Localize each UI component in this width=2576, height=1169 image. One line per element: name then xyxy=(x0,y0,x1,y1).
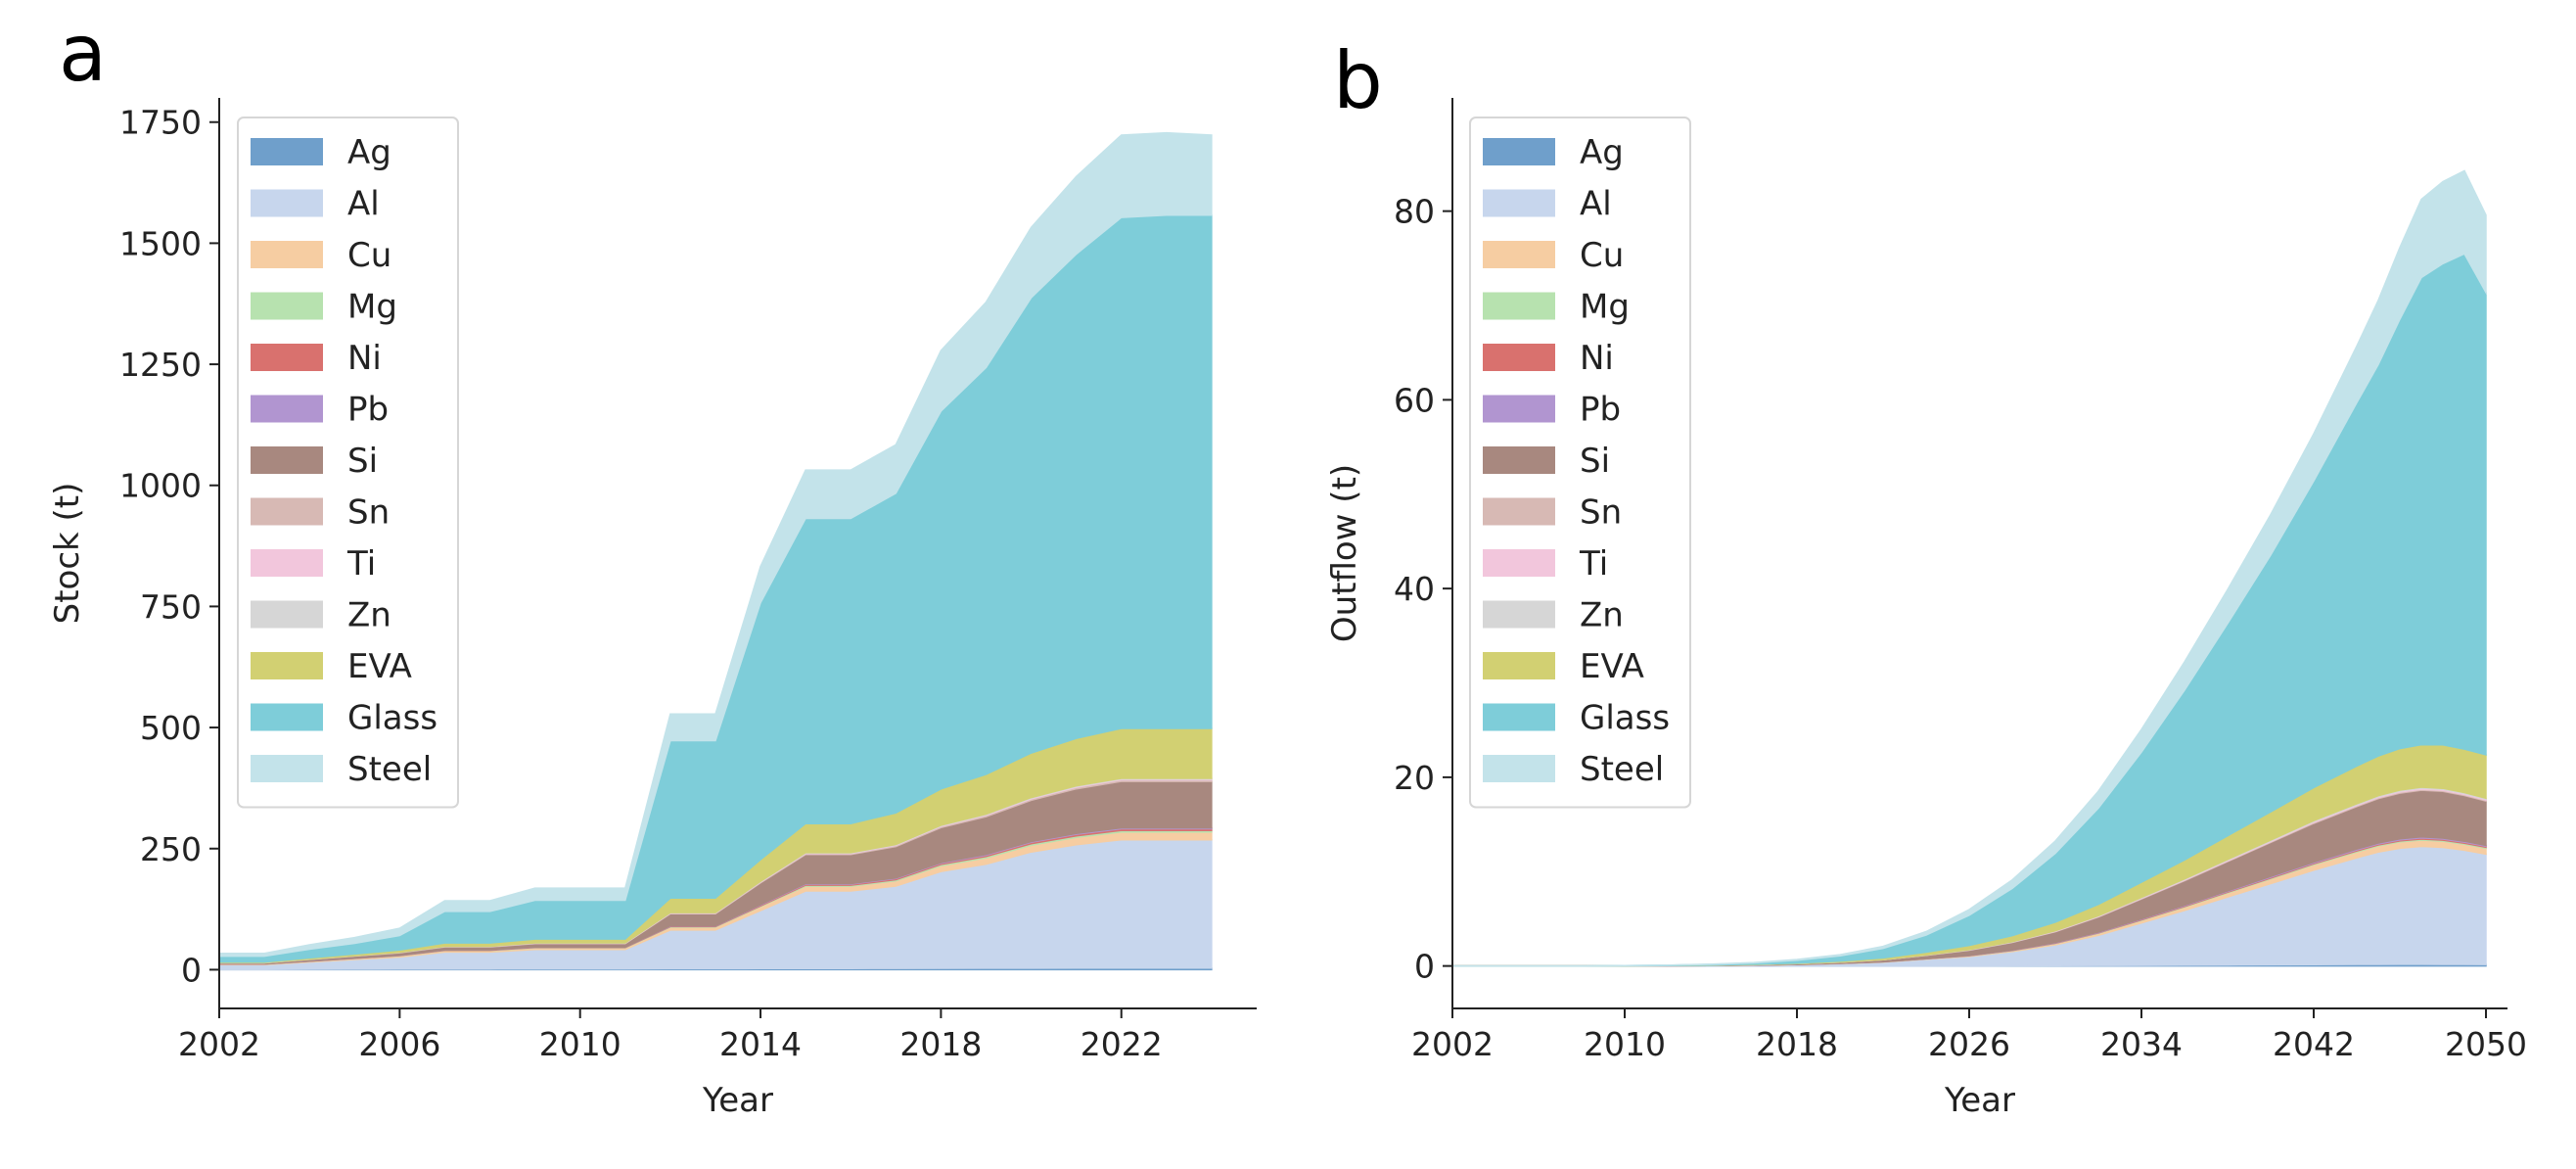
stock-y-axis-label: Stock (t) xyxy=(48,483,87,625)
outflow-y-axis-label: Outflow (t) xyxy=(1325,464,1364,642)
outflow-legend-label-steel: Steel xyxy=(1580,750,1664,789)
stock-y-tick-label: 1000 xyxy=(119,467,202,505)
stock-legend-swatch-glass xyxy=(251,703,323,731)
stock-legend-swatch-eva xyxy=(251,652,323,679)
outflow-x-tick-label: 2042 xyxy=(2273,1025,2355,1063)
outflow-legend-swatch-sn xyxy=(1483,497,1555,526)
outflow-legend-swatch-eva xyxy=(1483,652,1555,679)
stock-y-tick-label: 0 xyxy=(181,951,202,989)
outflow-legend-label-ag: Ag xyxy=(1580,133,1624,172)
stock-legend-swatch-ag xyxy=(251,138,323,165)
outflow-area-steel xyxy=(1452,169,2487,967)
stock-legend-label-ti: Ti xyxy=(346,544,376,584)
outflow-axes: 0 20 40 60 80 2002 2010 2018 2026 2034 2042 2050 Yea… xyxy=(1325,98,2527,1120)
stock-y-tick-label: 500 xyxy=(140,709,202,747)
outflow-legend-swatch-steel xyxy=(1483,755,1555,782)
outflow-legend-label-si: Si xyxy=(1580,442,1610,481)
outflow-legend-swatch-glass xyxy=(1483,703,1555,731)
panel-letter-b: b xyxy=(1333,35,1383,126)
stock-axes: 0 250 500 750 1000 1250 1500 1750 2002 2006 2010 20… xyxy=(48,98,1257,1120)
stock-legend-swatch-zn xyxy=(251,600,323,629)
stock-legend: Ag Al Cu Mg Ni Pb Si Sn Ti Zn EVA Glass Steel xyxy=(237,117,459,809)
outflow-legend-label-al: Al xyxy=(1580,185,1612,224)
stock-legend-swatch-cu xyxy=(251,241,323,268)
stock-x-axis-label: Year xyxy=(702,1081,773,1120)
stock-y-tick-label: 750 xyxy=(140,587,202,626)
stock-y-tick-label: 1250 xyxy=(119,346,202,384)
stock-legend-frame xyxy=(237,117,459,809)
outflow-legend-label-pb: Pb xyxy=(1580,391,1621,430)
stock-legend-label-al: Al xyxy=(347,185,380,224)
outflow-legend-swatch-mg xyxy=(1483,292,1555,320)
outflow-y-tick-label: 40 xyxy=(1394,570,1435,608)
stock-areas xyxy=(218,131,1213,971)
stock-legend-swatch-ni xyxy=(251,344,323,371)
outflow-x-axis-label: Year xyxy=(1944,1081,2015,1120)
stock-legend-label-steel: Steel xyxy=(347,750,432,789)
stock-legend-label-mg: Mg xyxy=(347,288,397,327)
stock-x-tick-label: 2002 xyxy=(178,1025,260,1063)
outflow-legend-label-glass: Glass xyxy=(1580,699,1670,738)
stock-x-tick-label: 2006 xyxy=(358,1025,440,1063)
stock-x-tick-label: 2014 xyxy=(719,1025,802,1063)
outflow-y-tick-label: 20 xyxy=(1394,759,1435,797)
stock-legend-swatch-si xyxy=(251,446,323,474)
stock-legend-swatch-ti xyxy=(251,549,323,577)
stock-legend-label-ag: Ag xyxy=(347,133,391,172)
outflow-legend-label-cu: Cu xyxy=(1580,236,1624,275)
outflow-legend-swatch-ag xyxy=(1483,138,1555,165)
stock-legend-label-eva: EVA xyxy=(347,647,412,686)
outflow-legend-label-sn: Sn xyxy=(1580,493,1622,533)
stock-legend-swatch-pb xyxy=(251,395,323,423)
outflow-legend-label-ti: Ti xyxy=(1579,544,1608,584)
outflow-y-tick-label: 60 xyxy=(1394,381,1435,419)
stock-legend-label-cu: Cu xyxy=(347,236,391,275)
outflow-legend-frame xyxy=(1469,117,1691,809)
outflow-x-tick-label: 2026 xyxy=(1928,1025,2010,1063)
stock-y-tick-label: 250 xyxy=(140,830,202,868)
stock-legend-swatch-sn xyxy=(251,497,323,526)
outflow-legend: Ag Al Cu Mg Ni Pb Si Sn Ti Zn EVA Glass Steel xyxy=(1469,117,1691,809)
outflow-legend-swatch-al xyxy=(1483,189,1555,217)
outflow-x-tick-label: 2050 xyxy=(2445,1025,2527,1063)
outflow-legend-swatch-pb xyxy=(1483,395,1555,423)
panel-letter-a: a xyxy=(59,8,107,99)
stock-x-tick-label: 2018 xyxy=(899,1025,982,1063)
stock-legend-label-glass: Glass xyxy=(347,699,437,738)
panel-a: a 0 250 500 750 1000 1250 1500 1750 2002 2006 2010… xyxy=(48,8,1257,1120)
outflow-x-tick-label: 2034 xyxy=(2100,1025,2183,1063)
outflow-legend-swatch-si xyxy=(1483,446,1555,474)
stock-legend-label-pb: Pb xyxy=(347,391,389,430)
outflow-x-tick-label: 2002 xyxy=(1411,1025,1494,1063)
outflow-x-tick-label: 2018 xyxy=(1756,1025,1838,1063)
stock-legend-swatch-al xyxy=(251,189,323,217)
outflow-legend-swatch-ni xyxy=(1483,344,1555,371)
stock-y-tick-label: 1750 xyxy=(119,104,202,142)
outflow-areas xyxy=(1452,169,2487,967)
stock-y-tick-label: 1500 xyxy=(119,224,202,262)
stock-area-steel xyxy=(218,131,1213,958)
outflow-y-tick-label: 0 xyxy=(1414,948,1435,986)
stock-legend-swatch-steel xyxy=(251,755,323,782)
outflow-legend-label-zn: Zn xyxy=(1580,596,1624,635)
stock-x-tick-label: 2010 xyxy=(539,1025,621,1063)
stock-x-tick-label: 2022 xyxy=(1081,1025,1163,1063)
stock-legend-swatch-mg xyxy=(251,292,323,320)
stock-legend-label-zn: Zn xyxy=(347,596,391,635)
outflow-legend-label-ni: Ni xyxy=(1580,339,1614,378)
stock-legend-label-sn: Sn xyxy=(347,493,390,533)
outflow-y-tick-label: 80 xyxy=(1394,193,1435,231)
outflow-legend-label-eva: EVA xyxy=(1580,647,1644,686)
outflow-legend-label-mg: Mg xyxy=(1580,288,1630,327)
outflow-legend-swatch-cu xyxy=(1483,241,1555,268)
panel-b: b 0 20 40 60 80 2002 2010 2018 2026 2034 2042 2050 Y… xyxy=(1325,35,2527,1120)
outflow-legend-swatch-zn xyxy=(1483,600,1555,629)
outflow-x-tick-label: 2010 xyxy=(1584,1025,1666,1063)
outflow-legend-swatch-ti xyxy=(1483,549,1555,577)
stock-legend-label-si: Si xyxy=(347,442,378,481)
stock-legend-label-ni: Ni xyxy=(347,339,382,378)
